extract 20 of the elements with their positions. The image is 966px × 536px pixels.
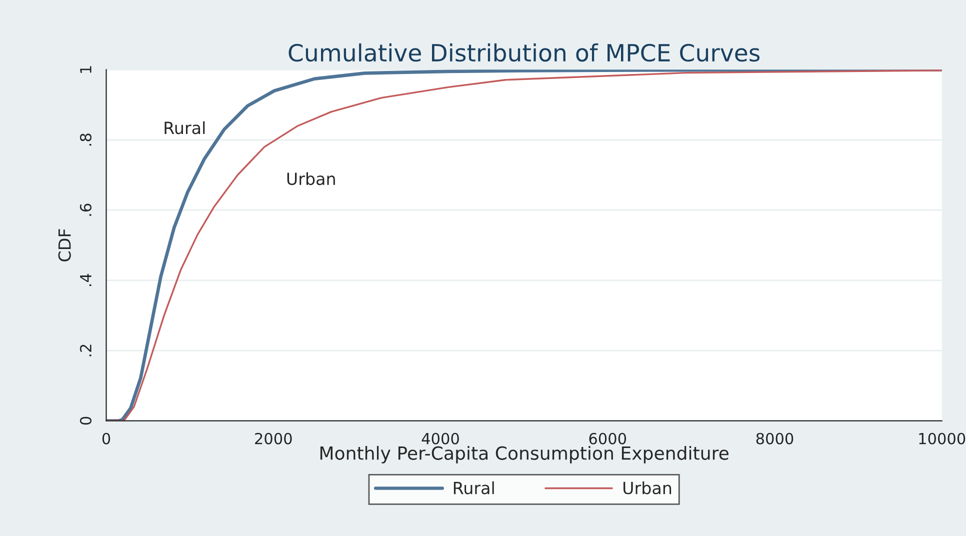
- x-tick-label: 6000: [589, 432, 626, 444]
- x-tick-label: 8000: [756, 432, 794, 444]
- legend-label: Urban: [624, 481, 672, 494]
- y-tick-label: 0: [80, 416, 92, 425]
- annotation: Rural: [164, 121, 205, 134]
- legend-label: Rural: [454, 481, 494, 494]
- y-axis-title: CDF: [58, 229, 71, 262]
- chart-title: Cumulative Distribution of MPCE Curves: [288, 43, 760, 62]
- y-tick-label: 1: [80, 66, 92, 73]
- y-tick-label: .6: [80, 204, 92, 216]
- x-tick-label: 10000: [919, 432, 966, 444]
- y-tick-label: .4: [80, 274, 92, 286]
- x-tick-label: 4000: [422, 432, 459, 444]
- x-tick-label: 0: [102, 432, 110, 444]
- x-tick-label: 2000: [255, 432, 292, 444]
- y-tick-label: .8: [80, 134, 92, 146]
- annotation: Urban: [287, 172, 335, 186]
- line-series: [106, 70, 942, 421]
- x-axis-title: Monthly Per-Capita Consumption Expenditure: [320, 446, 728, 464]
- y-tick-label: .2: [80, 344, 92, 356]
